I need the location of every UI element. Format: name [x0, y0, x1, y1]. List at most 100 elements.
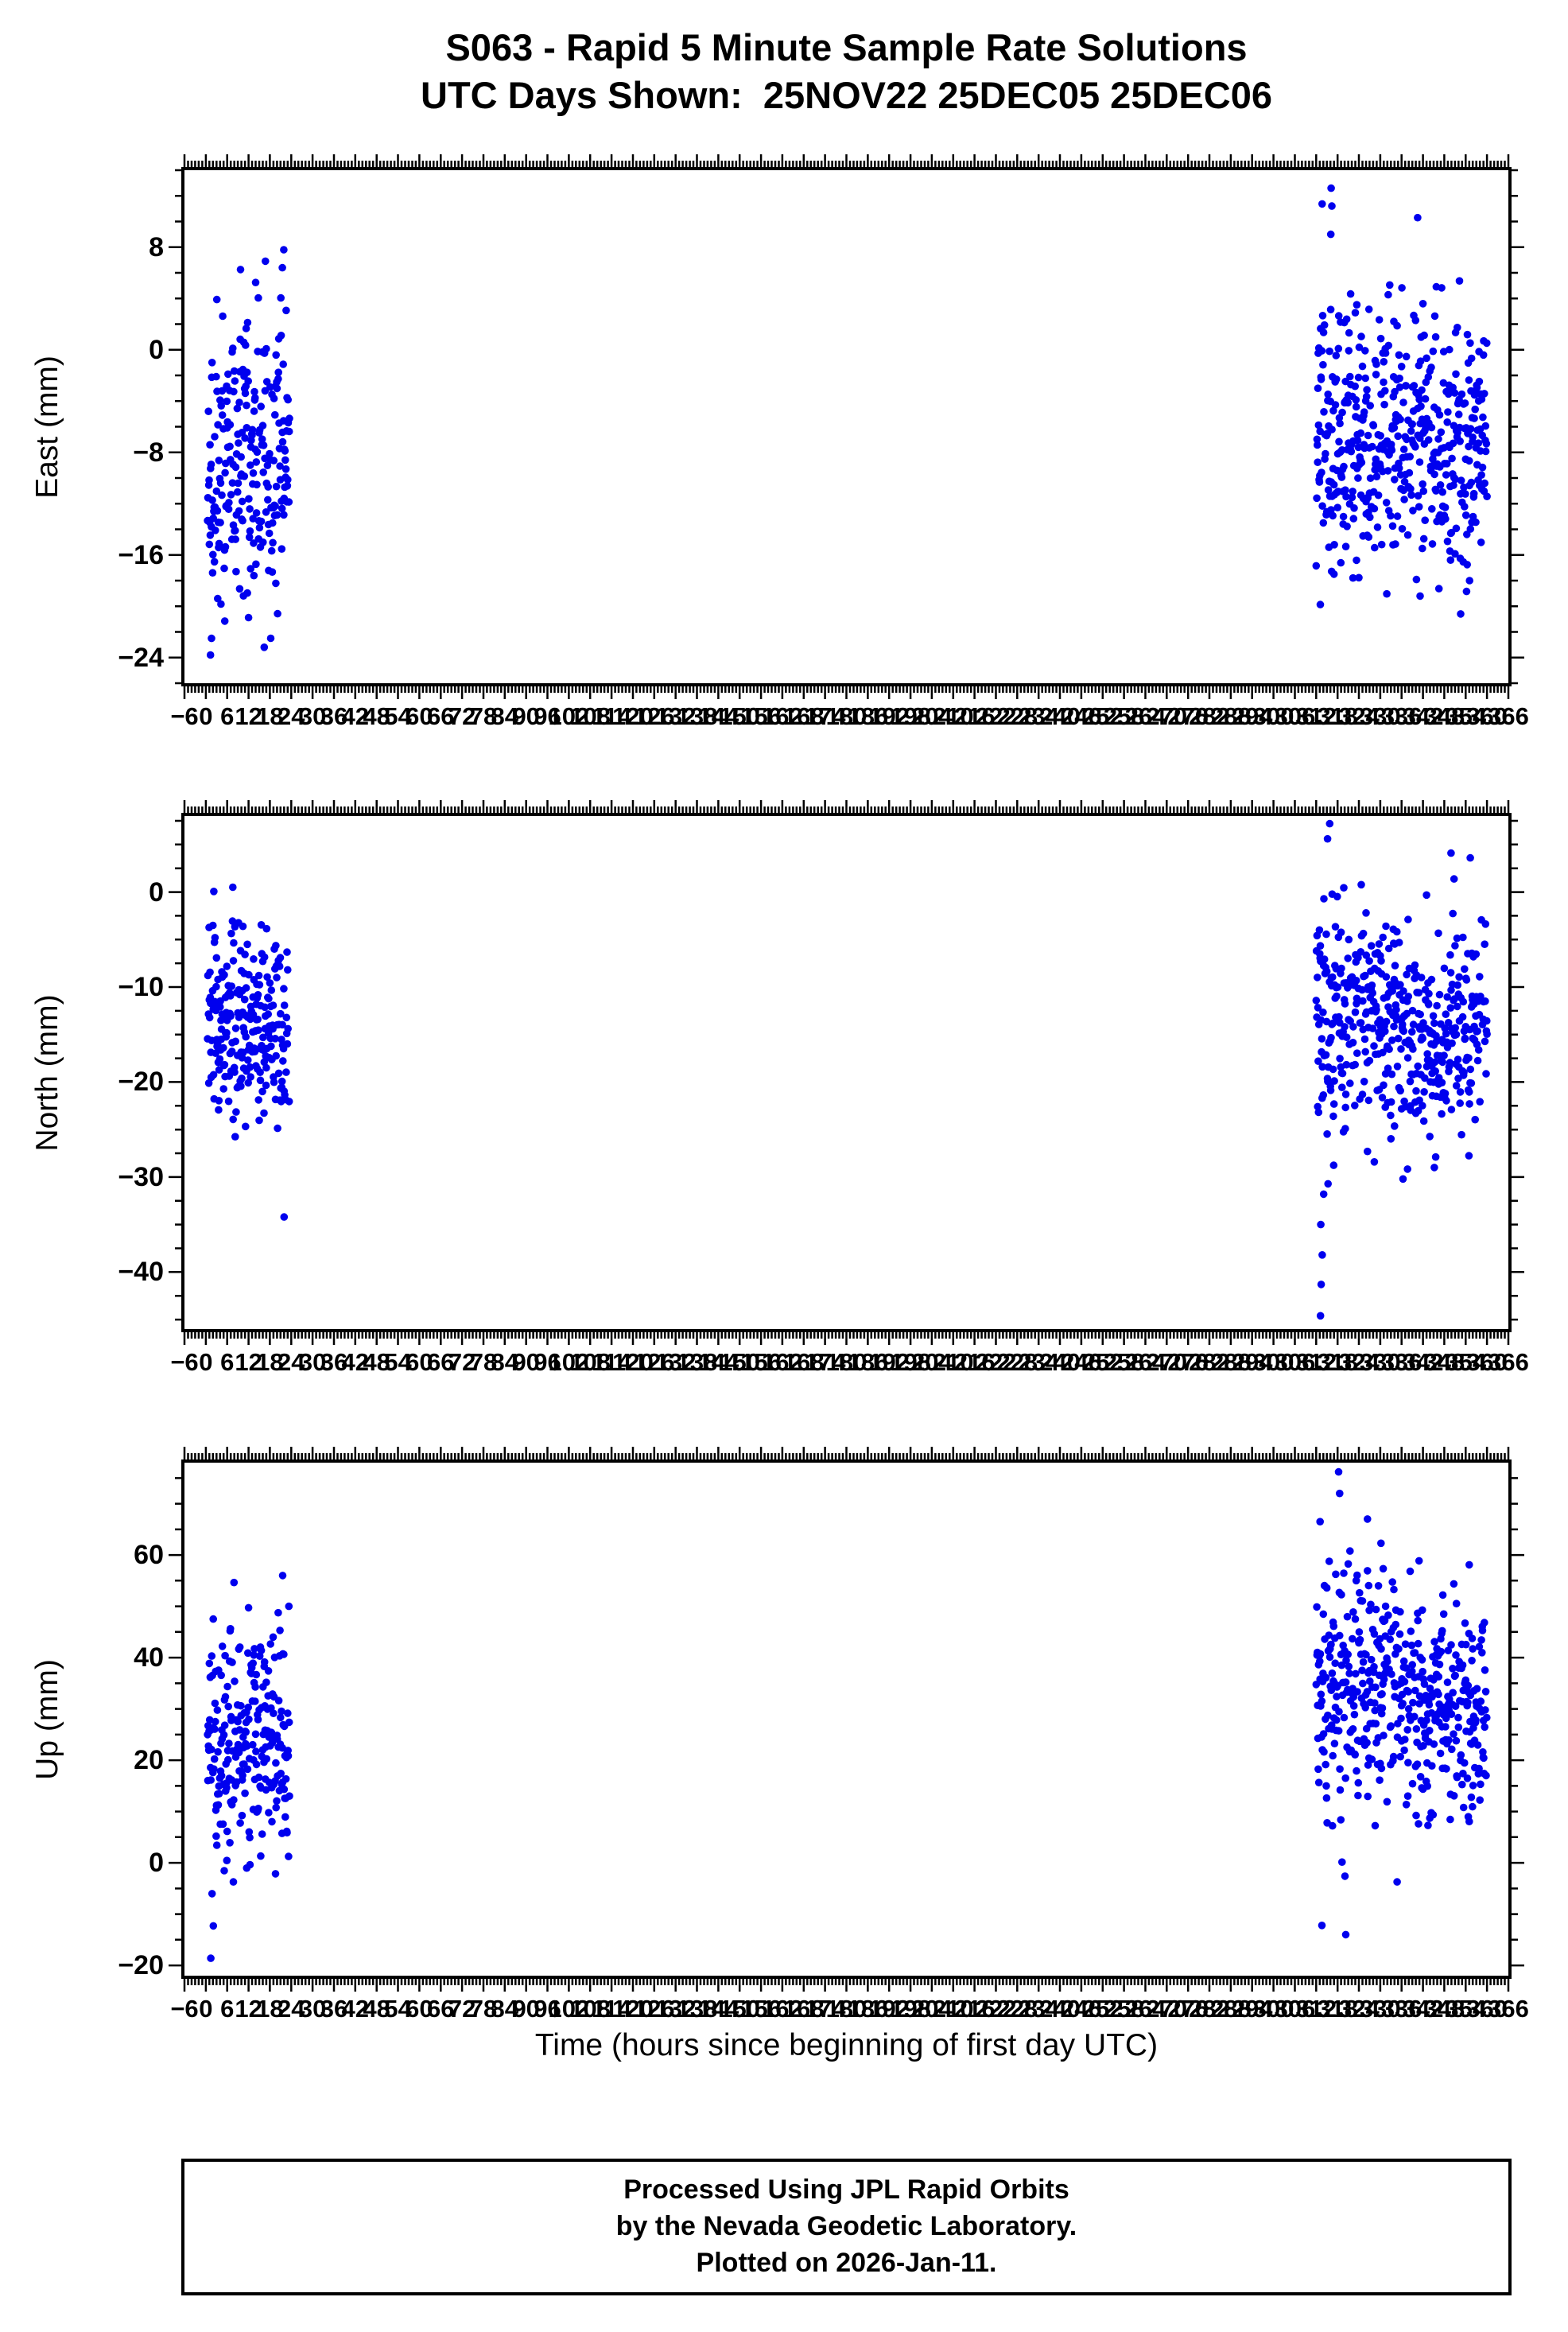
x-tick-label: 138	[676, 1995, 718, 2023]
y-tick-label: 40	[134, 1642, 164, 1673]
x-tick-label: 204	[911, 1995, 953, 2023]
x-tick-label: 24	[278, 1348, 305, 1376]
x-tick-label: 246	[1061, 1348, 1102, 1376]
x-tick-label: 144	[697, 1995, 739, 2023]
x-tick-label: 18	[256, 702, 284, 730]
y-tick-label: 60	[134, 1540, 164, 1571]
x-tick-label: 210	[932, 702, 974, 730]
x-tick-label: 60	[406, 1348, 433, 1376]
x-tick-label: 72	[448, 1995, 476, 2023]
x-tick-label: 222	[975, 1348, 1017, 1376]
x-tick-label: 342	[1402, 1995, 1444, 2023]
x-tick-label: 168	[782, 1348, 825, 1376]
x-tick-label: 198	[890, 702, 931, 730]
y-tick-label: −40	[118, 1257, 164, 1288]
north-panel	[169, 800, 1524, 1345]
x-tick-label: 102	[548, 1348, 590, 1376]
x-tick-label: 12	[235, 702, 262, 730]
x-tick-label: 192	[868, 1348, 910, 1376]
x-tick-label: 150	[719, 1995, 761, 2023]
x-tick-label: 48	[363, 1995, 390, 2023]
x-tick-label: 330	[1360, 1348, 1401, 1376]
up-x-tick-labels: −6 0 6 12 18 24 30 36 42 48 54 60 66 72 78 84 90 96 102 108…	[170, 1995, 1529, 2028]
scatter-points-east	[204, 184, 1491, 659]
x-tick-label: 360	[1466, 1995, 1508, 2023]
x-tick-label: 282	[1189, 1348, 1230, 1376]
x-tick-label: 306	[1274, 1995, 1316, 2023]
x-tick-label: 132	[654, 702, 697, 730]
x-tick-label: 240	[1039, 1995, 1081, 2023]
x-tick-label: 264	[1124, 1995, 1166, 2023]
x-tick-label: 6	[220, 1995, 235, 2023]
x-tick-label: 114	[592, 702, 632, 730]
x-tick-label: 246	[1061, 702, 1102, 730]
x-tick-label: 36	[320, 1348, 348, 1376]
x-tick-label: 144	[697, 1348, 739, 1376]
axis-ticks	[169, 800, 1524, 1345]
up-plot-canvas	[169, 1447, 1524, 1992]
x-tick-label: −6	[170, 702, 199, 730]
x-tick-label: 282	[1189, 702, 1230, 730]
x-tick-label: 228	[996, 1995, 1038, 2023]
y-tick-label: −8	[133, 437, 164, 468]
chart-title-line2: UTC Days Shown: 25NOV22 25DEC05 25DEC06	[421, 74, 1272, 116]
x-tick-label: 210	[932, 1995, 974, 2023]
x-tick-label: 354	[1445, 702, 1487, 730]
x-tick-label: 264	[1124, 1348, 1166, 1376]
x-tick-label: 150	[719, 1348, 761, 1376]
north-x-tick-labels: −6 0 6 12 18 24 30 36 42 48 54 60 66 72 78 84 90 96 102 108…	[170, 1348, 1529, 1382]
x-tick-label: 0	[199, 702, 213, 730]
x-axis-title: Time (hours since beginning of first day…	[534, 2028, 1159, 2062]
x-tick-label: 180	[825, 1995, 867, 2023]
x-tick-label: 192	[868, 702, 910, 730]
x-tick-label: 162	[762, 1348, 803, 1376]
x-tick-label: −6	[170, 1348, 199, 1376]
x-tick-label: 276	[1167, 1348, 1209, 1376]
x-tick-label: 6	[220, 1348, 235, 1376]
y-tick-label: −20	[118, 1067, 164, 1098]
x-tick-label: 180	[825, 1348, 867, 1376]
x-tick-label: 66	[427, 702, 455, 730]
x-tick-label: 42	[341, 1348, 370, 1376]
x-tick-label: 96	[534, 1348, 561, 1376]
x-tick-label: 120	[612, 702, 654, 730]
x-tick-label: 198	[890, 1995, 931, 2023]
x-tick-label: 42	[341, 702, 370, 730]
footer-line3: Plotted on 2026-Jan-11.	[696, 2248, 997, 2278]
x-tick-label: 336	[1380, 1348, 1422, 1376]
x-tick-label: 96	[534, 702, 561, 730]
x-tick-label: 210	[932, 1348, 974, 1376]
x-tick-label: 30	[298, 1995, 327, 2023]
x-tick-label: −6	[170, 1995, 199, 2023]
x-tick-label: 54	[384, 1348, 412, 1376]
east-plot-canvas	[169, 154, 1524, 699]
x-tick-label: 90	[512, 1348, 540, 1376]
x-tick-label: 216	[953, 702, 996, 730]
x-tick-label: 294	[1231, 702, 1273, 730]
x-tick-label: 174	[804, 1995, 846, 2023]
x-tick-label: 264	[1124, 702, 1166, 730]
x-tick-label: 84	[491, 1348, 519, 1376]
x-tick-label: 222	[975, 702, 1017, 730]
x-tick-label: 252	[1081, 1995, 1124, 2023]
x-tick-label: 174	[804, 702, 846, 730]
x-tick-label: 66	[427, 1348, 455, 1376]
x-tick-label: 138	[676, 702, 718, 730]
x-tick-label: 366	[1488, 702, 1529, 730]
x-tick-label: 6	[220, 702, 235, 730]
x-tick-label: 318	[1317, 1995, 1359, 2023]
east-y-tick-labels: −24 −16 −8 0 8	[60, 170, 164, 690]
x-tick-label: 120	[612, 1348, 654, 1376]
x-tick-label: 258	[1103, 1348, 1145, 1376]
x-tick-label: 18	[256, 1348, 284, 1376]
y-tick-label: 0	[149, 334, 164, 365]
x-tick-label: 102	[548, 1995, 590, 2023]
x-tick-label: 252	[1081, 1348, 1124, 1376]
x-tick-label: 144	[697, 702, 739, 730]
x-tick-label: 306	[1274, 702, 1316, 730]
x-tick-label: 282	[1189, 1995, 1230, 2023]
x-tick-label: 246	[1061, 1995, 1102, 2023]
y-tick-label: −10	[118, 972, 164, 1002]
x-tick-label: 348	[1423, 1348, 1465, 1376]
x-tick-label: 216	[953, 1995, 996, 2023]
